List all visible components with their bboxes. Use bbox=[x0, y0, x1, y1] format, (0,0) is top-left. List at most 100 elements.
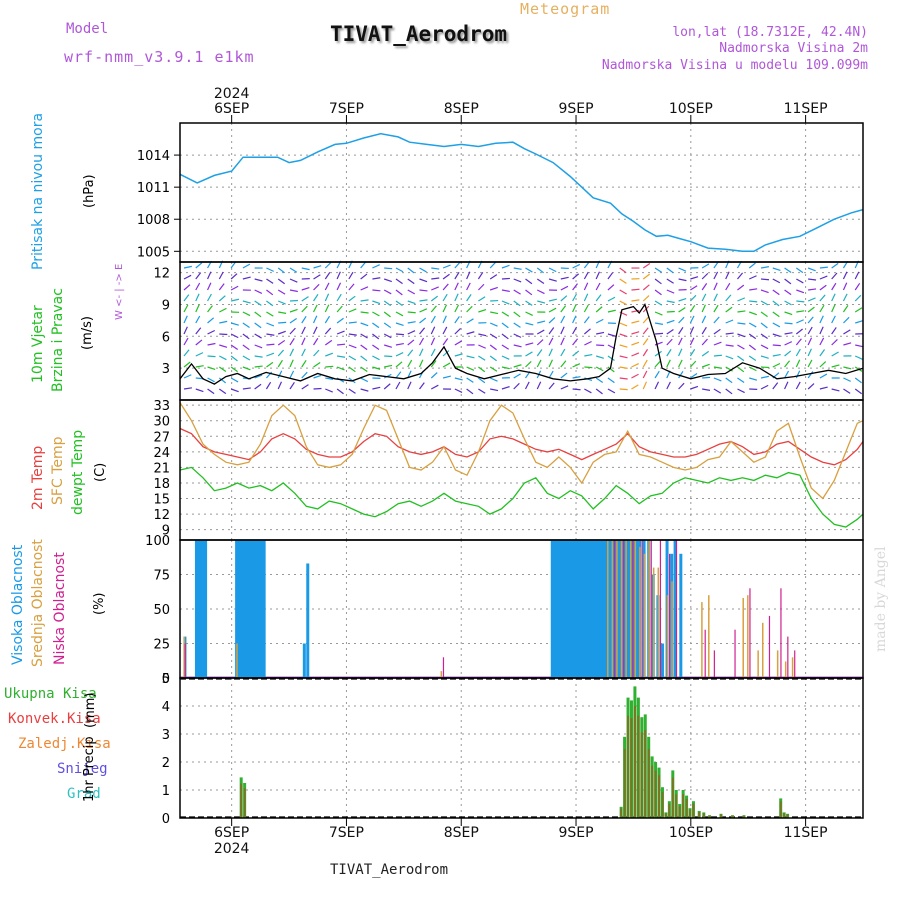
wind-arrow bbox=[395, 289, 403, 296]
wind-arrow bbox=[419, 289, 428, 292]
wind-arrow bbox=[348, 271, 354, 280]
high-cloud-bar bbox=[260, 540, 264, 678]
wind-arrow bbox=[218, 377, 227, 384]
wind-arrow bbox=[513, 289, 521, 295]
wind-arrow bbox=[642, 284, 650, 291]
wind-arrow bbox=[301, 326, 306, 335]
wind-arrow bbox=[631, 352, 640, 357]
wind-arrow bbox=[725, 388, 733, 395]
conv-precip-bar bbox=[675, 794, 678, 818]
mid-cloud-bar bbox=[616, 540, 618, 678]
wind-arrow bbox=[595, 282, 601, 291]
wind-arrow bbox=[536, 267, 545, 274]
high-cloud-bar bbox=[673, 540, 677, 678]
wind-arrow bbox=[819, 294, 826, 302]
wind-arrow bbox=[713, 366, 722, 369]
mid-cloud-bar bbox=[784, 661, 787, 678]
wind-arrow bbox=[301, 348, 306, 357]
high-cloud-bar bbox=[262, 540, 266, 678]
wind-arrow bbox=[360, 261, 367, 269]
wind-arrow bbox=[819, 304, 825, 313]
wind-arrow bbox=[324, 282, 330, 291]
wind-arrow bbox=[595, 388, 603, 395]
wind-arrow bbox=[348, 333, 357, 336]
product-title: Meteogram bbox=[520, 0, 611, 18]
wind-arrow bbox=[230, 285, 239, 291]
wind-arrow bbox=[313, 387, 322, 390]
wind-arrow bbox=[760, 355, 769, 359]
wind-arrow bbox=[407, 278, 415, 285]
mid-cloud-bar bbox=[666, 595, 669, 678]
wind-arrow bbox=[843, 388, 851, 394]
wind-arrow bbox=[513, 382, 520, 390]
wind-arrow bbox=[454, 316, 460, 324]
wind-arrow bbox=[796, 289, 805, 294]
lonlat-text: lon,lat (18.7312E, 42.4N) bbox=[672, 25, 868, 40]
wind-arrow bbox=[348, 388, 356, 394]
wind-arrow bbox=[301, 384, 309, 390]
wind-arrow bbox=[702, 388, 711, 391]
pressure-ytick-label: 1005 bbox=[137, 245, 170, 260]
wind-arrow bbox=[831, 304, 836, 313]
high-cloud-bar bbox=[555, 540, 559, 678]
wind-arrow bbox=[430, 315, 436, 324]
wind-arrow bbox=[277, 278, 286, 285]
wind-speed-line bbox=[179, 303, 864, 385]
wind-arrow bbox=[383, 333, 392, 339]
wind-arrow bbox=[266, 300, 274, 307]
conv-precip-bar bbox=[661, 791, 664, 818]
wind-arrow bbox=[807, 348, 812, 357]
wind-arrow bbox=[254, 322, 262, 329]
wind-arrow bbox=[525, 342, 534, 346]
wind-arrow bbox=[325, 352, 334, 357]
wind-arrow bbox=[478, 309, 487, 313]
wind-arrow bbox=[819, 284, 827, 291]
wind-arrow bbox=[277, 339, 286, 346]
wind-arrow bbox=[418, 359, 424, 368]
low-cloud-bar bbox=[613, 540, 616, 678]
wind-arrow bbox=[607, 272, 614, 280]
wind-arrow bbox=[713, 293, 718, 302]
wind-arrow bbox=[489, 333, 498, 339]
high-cloud-bar bbox=[589, 540, 593, 678]
wind-arrow bbox=[854, 271, 860, 280]
wind-arrow bbox=[513, 364, 522, 368]
wind-arrow bbox=[195, 339, 203, 346]
wind-arrow bbox=[372, 333, 380, 340]
wind-arrow bbox=[808, 278, 817, 281]
model-elevation-text: Nadmorska Visina u modelu 109.099m bbox=[601, 58, 868, 73]
wind-arrow bbox=[301, 315, 307, 324]
mid-cloud-bar bbox=[639, 546, 641, 678]
wind-arrow bbox=[819, 349, 826, 357]
high-cloud-bar bbox=[559, 540, 563, 678]
wind-arrow bbox=[430, 326, 436, 335]
wind-arrow bbox=[819, 361, 827, 368]
wind-arrow bbox=[337, 343, 346, 346]
wind-arrow bbox=[654, 350, 662, 357]
wind-arrow bbox=[442, 350, 450, 357]
low-cloud-bar bbox=[669, 553, 671, 678]
wind-arrow bbox=[395, 300, 403, 307]
wind-arrow bbox=[324, 293, 330, 302]
wind-arrow bbox=[572, 315, 577, 324]
wind-arrow bbox=[654, 381, 660, 390]
wind-arrow bbox=[690, 276, 699, 280]
cloud-ytick-label: 0 bbox=[162, 672, 170, 687]
wind-arrow bbox=[525, 351, 533, 357]
low-cloud-bar bbox=[768, 615, 771, 678]
wind-arrow bbox=[501, 366, 510, 370]
mid-cloud-bar bbox=[671, 581, 673, 678]
high-cloud-bar bbox=[237, 540, 241, 678]
high-cloud-bar bbox=[580, 540, 584, 678]
pressure-ytick-label: 1011 bbox=[137, 181, 170, 196]
wind-arrow bbox=[843, 377, 851, 382]
wind-arrow bbox=[819, 275, 828, 280]
low-cloud-bar bbox=[184, 643, 186, 678]
wind-arrow bbox=[183, 265, 192, 269]
wind-arrow bbox=[195, 365, 204, 368]
wind-arrow bbox=[336, 293, 342, 302]
wind-arrow bbox=[289, 327, 296, 335]
wind-arrow bbox=[642, 273, 650, 280]
wind-arrow bbox=[254, 278, 263, 282]
conv-precip-bar bbox=[682, 794, 685, 818]
